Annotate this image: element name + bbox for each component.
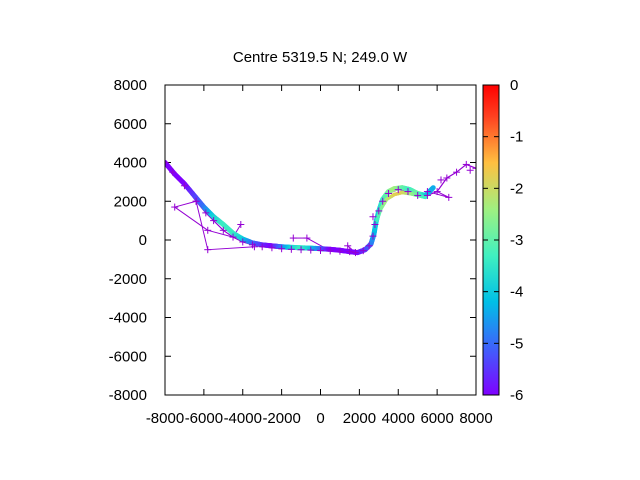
data-point-marker: [404, 188, 412, 196]
data-point-marker: [369, 232, 377, 240]
data-point-marker: [258, 243, 266, 251]
outlier-point-marker: [192, 197, 200, 205]
outlier-point-marker: [250, 243, 258, 251]
outlier-point-marker: [437, 176, 445, 184]
plot-frame: [164, 84, 477, 396]
data-point-marker: [219, 226, 227, 234]
data-point-marker: [202, 209, 210, 217]
data-point-marker: [375, 207, 383, 215]
data-point-marker: [317, 246, 324, 254]
track-link: [195, 201, 209, 250]
data-point-marker: [326, 247, 334, 255]
outlier-point-marker: [423, 188, 431, 196]
outlier-point-marker: [171, 203, 179, 211]
data-point-marker: [210, 217, 218, 225]
data-point-marker: [365, 242, 373, 250]
data-point-marker: [443, 174, 451, 182]
outlier-point-marker: [289, 234, 297, 242]
outlier-point-marker: [303, 234, 311, 242]
track-link: [207, 246, 255, 251]
x-tick-label: 8000: [459, 410, 492, 427]
data-point-marker: [336, 247, 344, 255]
y-tick-label: 0: [139, 232, 147, 249]
chart-title: Centre 5319.5 N; 249.0 W: [233, 49, 408, 66]
x-tick-label: -4000: [224, 410, 262, 427]
data-point-marker: [229, 233, 237, 241]
x-tick-label: 0: [316, 410, 324, 427]
data-point-marker: [351, 249, 359, 257]
x-axis-ticks: -8000 -6000 -4000 -2000 0 2000 4000 6000 8000: [146, 85, 493, 427]
colored-track-segment: [429, 185, 436, 192]
data-point-marker: [379, 197, 387, 205]
data-point-marker: [180, 182, 188, 190]
y-tick-label: 8000: [114, 77, 147, 94]
colorbar-tick-label: -6: [510, 387, 523, 404]
track-link: [174, 206, 209, 231]
data-point-marker: [169, 168, 177, 176]
colorbar-tick-label: -4: [510, 284, 523, 301]
x-tick-label: 4000: [382, 410, 415, 427]
data-point-marker: [414, 191, 422, 199]
outlier-point-marker: [344, 242, 352, 250]
colorbar-ticks: 0 -1 -2 -3 -4 -5 -6: [483, 77, 523, 404]
data-point-marker: [287, 245, 295, 253]
y-tick-label: 6000: [114, 116, 147, 133]
outlier-point-marker: [466, 166, 474, 174]
outlier-point-marker: [204, 246, 212, 254]
data-point-marker: [307, 246, 315, 254]
data-point-marker: [394, 186, 402, 194]
y-tick-label: -4000: [109, 310, 147, 327]
data-point-marker: [462, 160, 470, 168]
y-axis-ticks: -8000 -6000 -4000 -2000 0 2000 4000 6000 8000: [109, 77, 476, 404]
x-tick-label: -2000: [262, 410, 300, 427]
colorbar-tick-label: -1: [510, 129, 523, 146]
y-tick-label: -2000: [109, 271, 147, 288]
outlier-point-marker: [237, 221, 245, 228]
x-tick-label: 6000: [420, 410, 453, 427]
data-point-marker: [278, 245, 286, 253]
data-point-marker: [359, 247, 367, 255]
track-line: [165, 162, 476, 254]
data-layer: [165, 159, 476, 257]
data-point-marker: [433, 188, 441, 196]
y-tick-label: -8000: [109, 387, 147, 404]
colorbar-tick-label: -3: [510, 232, 523, 249]
y-tick-label: 2000: [114, 193, 147, 210]
data-point-marker: [239, 238, 247, 246]
track-link: [436, 191, 450, 198]
data-point-marker: [371, 221, 379, 228]
data-point-marker: [297, 246, 305, 254]
data-point-marker: [165, 159, 169, 166]
outlier-point-marker: [204, 226, 212, 234]
outlier-point-marker: [369, 213, 377, 221]
data-point-marker: [385, 190, 393, 197]
colorbar-tick-label: 0: [510, 77, 518, 94]
data-point-marker: [268, 244, 276, 252]
colorbar-tick-label: -2: [510, 180, 523, 197]
colorbar-tick-label: -5: [510, 335, 523, 352]
track-link: [174, 200, 197, 208]
x-tick-label: -6000: [185, 410, 223, 427]
x-tick-label: -8000: [146, 410, 184, 427]
y-tick-label: 4000: [114, 155, 147, 172]
data-point-marker: [472, 164, 476, 172]
track-link: [207, 229, 234, 238]
y-tick-label: -6000: [109, 348, 147, 365]
data-point-marker: [453, 168, 461, 176]
data-point-marker: [346, 248, 354, 256]
outlier-point-marker: [445, 193, 453, 201]
x-tick-label: 2000: [343, 410, 376, 427]
